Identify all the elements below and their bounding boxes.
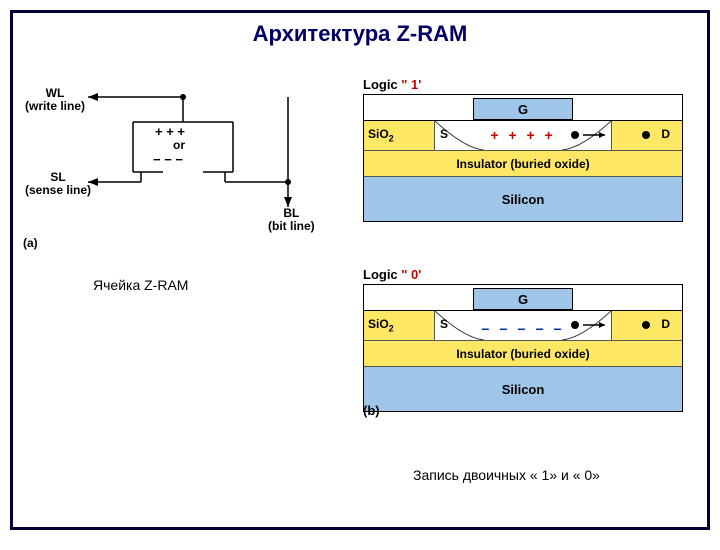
sio2-row-0: SiO2 − − − − − S D xyxy=(364,311,682,341)
source-label-0: S xyxy=(440,317,448,331)
silicon-row-0: Silicon xyxy=(364,367,682,411)
insulator-row-1: Insulator (buried oxide) xyxy=(364,151,682,177)
cell-caption: Ячейка Z-RAM xyxy=(93,277,188,293)
wl-label: WL(write line) xyxy=(25,87,85,113)
source-label-1: S xyxy=(440,127,448,141)
circuit-diagram: WL(write line) SL(sense line) BL(bit lin… xyxy=(23,77,333,257)
charges-plus: + + + + xyxy=(490,127,555,143)
cross-section-logic-1: Logic " 1' G SiO2 + + + + xyxy=(363,77,683,222)
cross-section-logic-0: Logic " 0' G SiO2 − − − − − xyxy=(363,267,683,412)
sio2-row-1: SiO2 + + + + S D xyxy=(364,121,682,151)
or-label: or xyxy=(173,139,185,152)
electron-dot-1a xyxy=(571,131,579,139)
logic-1-label: Logic " 1' xyxy=(363,77,683,92)
insulator-row-0: Insulator (buried oxide) xyxy=(364,341,682,367)
gate-1: G xyxy=(473,98,573,120)
bl-label: BL(bit line) xyxy=(268,207,315,233)
silicon-row-1: Silicon xyxy=(364,177,682,221)
logic-0-label: Logic " 0' xyxy=(363,267,683,282)
content-area: WL(write line) SL(sense line) BL(bit lin… xyxy=(13,47,707,521)
body-region-0: − − − − − xyxy=(434,311,612,340)
sl-label: SL(sense line) xyxy=(25,171,91,197)
drain-label-1: D xyxy=(661,127,670,141)
minus-row: − − − xyxy=(153,153,183,167)
bottom-caption: Запись двоичных « 1» и « 0» xyxy=(413,467,600,483)
drain-label-0: D xyxy=(661,317,670,331)
electron-dot-0a xyxy=(571,321,579,329)
gate-0: G xyxy=(473,288,573,310)
page-title: Архитектура Z-RAM xyxy=(13,13,707,47)
part-a-label: (a) xyxy=(23,237,38,250)
charges-minus: − − − − − xyxy=(481,321,564,337)
body-region-1: + + + + xyxy=(434,121,612,150)
electron-dot-0b xyxy=(642,321,650,329)
electron-dot-1b xyxy=(642,131,650,139)
part-b-label: (b) xyxy=(363,403,380,418)
